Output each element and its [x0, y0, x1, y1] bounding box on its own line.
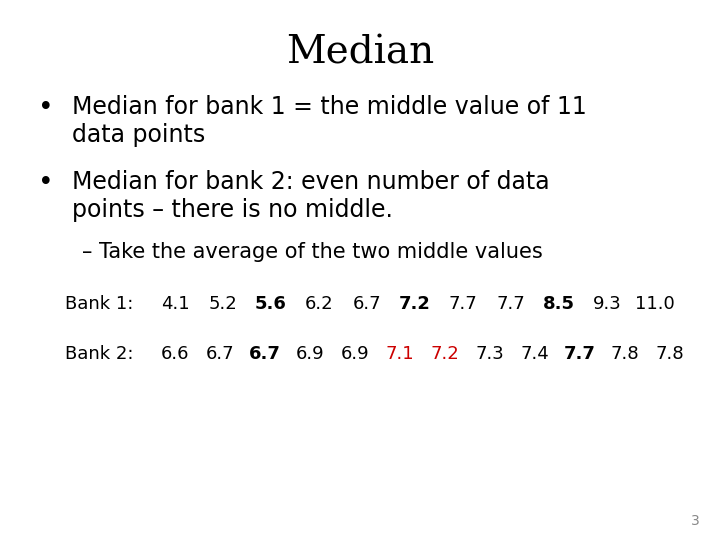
Text: •: •: [38, 170, 53, 196]
Text: Median for bank 1 = the middle value of 11: Median for bank 1 = the middle value of …: [72, 95, 587, 119]
Text: 7.2: 7.2: [431, 345, 459, 363]
Text: 6.9: 6.9: [341, 345, 369, 363]
Text: 7.7: 7.7: [564, 345, 596, 363]
Text: 6.7: 6.7: [353, 295, 382, 313]
Text: Median: Median: [286, 35, 434, 72]
Text: 5.6: 5.6: [255, 295, 287, 313]
Text: 3: 3: [691, 514, 700, 528]
Text: •: •: [38, 95, 53, 121]
Text: 6.6: 6.6: [161, 345, 189, 363]
Text: 6.9: 6.9: [296, 345, 324, 363]
Text: 11.0: 11.0: [635, 295, 675, 313]
Text: Bank 2:: Bank 2:: [65, 345, 133, 363]
Text: 5.2: 5.2: [209, 295, 238, 313]
Text: 7.8: 7.8: [611, 345, 639, 363]
Text: points – there is no middle.: points – there is no middle.: [72, 198, 393, 222]
Text: Bank 1:: Bank 1:: [65, 295, 133, 313]
Text: 7.8: 7.8: [656, 345, 684, 363]
Text: 6.7: 6.7: [206, 345, 234, 363]
Text: 7.1: 7.1: [386, 345, 414, 363]
Text: data points: data points: [72, 123, 205, 147]
Text: 9.3: 9.3: [593, 295, 621, 313]
Text: Median for bank 2: even number of data: Median for bank 2: even number of data: [72, 170, 549, 194]
Text: 7.2: 7.2: [399, 295, 431, 313]
Text: 8.5: 8.5: [543, 295, 575, 313]
Text: 7.7: 7.7: [497, 295, 526, 313]
Text: 7.4: 7.4: [521, 345, 549, 363]
Text: 6.2: 6.2: [305, 295, 333, 313]
Text: 6.7: 6.7: [249, 345, 281, 363]
Text: 7.3: 7.3: [476, 345, 505, 363]
Text: 4.1: 4.1: [161, 295, 189, 313]
Text: 7.7: 7.7: [449, 295, 477, 313]
Text: – Take the average of the two middle values: – Take the average of the two middle val…: [82, 242, 543, 262]
